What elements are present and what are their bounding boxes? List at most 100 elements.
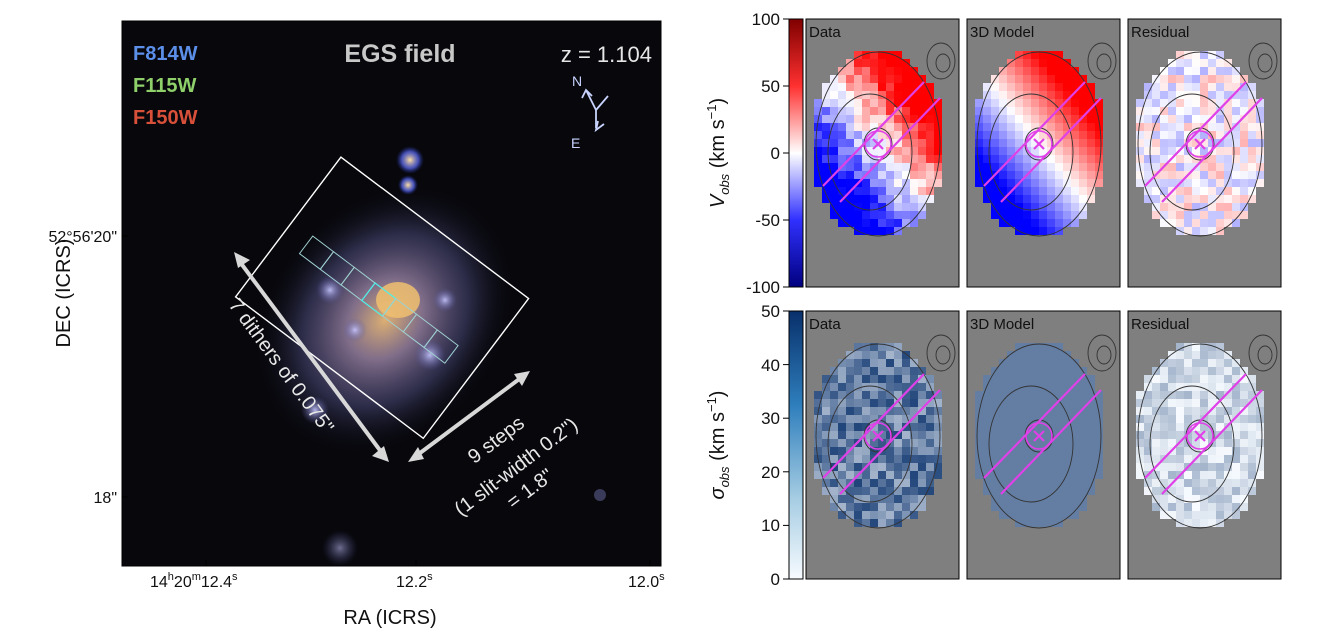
map-pixel — [1136, 139, 1144, 147]
map-pixel — [1055, 415, 1063, 423]
map-pixel — [846, 391, 854, 399]
map-pixel — [1168, 383, 1176, 391]
map-pixel — [854, 219, 862, 227]
map-pixel — [918, 139, 926, 147]
map-pixel — [1216, 471, 1224, 479]
map-pixel — [1015, 463, 1023, 471]
map-pixel — [814, 391, 822, 399]
companion-source — [398, 175, 418, 195]
map-pixel — [1232, 139, 1240, 147]
map-pixel — [918, 131, 926, 139]
map-pixel — [983, 155, 991, 163]
map-pixel — [1079, 431, 1087, 439]
map-pixel — [886, 375, 894, 383]
map-pixel — [1248, 91, 1256, 99]
map-pixel — [983, 123, 991, 131]
contour — [1149, 385, 1235, 503]
map-pixel — [1176, 431, 1184, 439]
map-pixel — [870, 431, 878, 439]
map-pixel — [1240, 455, 1248, 463]
map-pixel — [830, 439, 838, 447]
map-pixel — [1248, 163, 1256, 171]
map-pixel — [838, 211, 846, 219]
map-pixel — [1192, 407, 1200, 415]
map-pixel — [862, 91, 870, 99]
map-pixel — [910, 211, 918, 219]
map-pixel — [1007, 503, 1015, 511]
map-pixel — [1047, 139, 1055, 147]
map-pixel — [838, 131, 846, 139]
panel-title: 3D Model — [970, 316, 1034, 333]
map-pixel — [1007, 163, 1015, 171]
map-pixel — [1063, 187, 1071, 195]
map-pixel — [902, 479, 910, 487]
map-pixel — [1248, 391, 1256, 399]
map-pixel — [862, 219, 870, 227]
map-pixel — [1015, 511, 1023, 519]
map-pixel — [1095, 123, 1103, 131]
map-pixel — [918, 407, 926, 415]
map-pixel — [1216, 447, 1224, 455]
map-pixel — [1200, 375, 1208, 383]
map-pixel — [1184, 471, 1192, 479]
map-pixel — [1039, 391, 1047, 399]
map-pixel — [1224, 147, 1232, 155]
center-marker — [1033, 138, 1045, 150]
map-pixel — [991, 187, 999, 195]
map-pixel — [862, 391, 870, 399]
map-pixel — [1168, 179, 1176, 187]
x-tick-label-1: 14h20m12.4s — [150, 571, 238, 591]
map-pixel — [1208, 51, 1216, 59]
vel-tick: 0 — [771, 144, 780, 163]
map-pixel — [910, 195, 918, 203]
map-pixel — [878, 407, 886, 415]
map-pixel — [878, 59, 886, 67]
map-pixel — [1192, 391, 1200, 399]
map-pixel — [1031, 487, 1039, 495]
map-pixel — [1216, 83, 1224, 91]
map-pixel — [1055, 503, 1063, 511]
panel-title: Residual — [1131, 24, 1189, 41]
map-pixel — [975, 399, 983, 407]
map-pixel — [1023, 59, 1031, 67]
map-pixel — [854, 495, 862, 503]
map-pixel — [902, 171, 910, 179]
map-pixel — [854, 171, 862, 179]
map-pixel — [1007, 211, 1015, 219]
contour — [1087, 334, 1117, 372]
map-pixel — [1176, 495, 1184, 503]
map-pixel — [1015, 375, 1023, 383]
map-pixel — [1240, 383, 1248, 391]
map-pixel — [1200, 503, 1208, 511]
map-pixel — [910, 131, 918, 139]
map-pixel — [1168, 415, 1176, 423]
map-pixel — [999, 115, 1007, 123]
map-pixel — [1160, 367, 1168, 375]
map-pixel — [894, 179, 902, 187]
map-pixel — [1023, 91, 1031, 99]
map-pixel — [1176, 351, 1184, 359]
map-pixel — [1216, 487, 1224, 495]
map-pixel — [1087, 415, 1095, 423]
map-pixel — [1031, 195, 1039, 203]
map-pixel — [1160, 423, 1168, 431]
map-pixel — [1015, 479, 1023, 487]
map-pixel — [1007, 511, 1015, 519]
map-pixel — [1015, 115, 1023, 123]
map-pixel — [854, 375, 862, 383]
map-pixel — [1055, 495, 1063, 503]
map-pixel — [1023, 219, 1031, 227]
map-pixel — [886, 163, 894, 171]
map-pixel — [886, 139, 894, 147]
map-pixel — [1095, 399, 1103, 407]
map-pixel — [1031, 415, 1039, 423]
map-pixel — [1023, 227, 1031, 235]
map-pixel — [1055, 391, 1063, 399]
map-pixel — [878, 123, 886, 131]
map-pixel — [1079, 463, 1087, 471]
map-pixel — [1152, 83, 1160, 91]
map-pixel — [902, 447, 910, 455]
map-pixel — [878, 163, 886, 171]
image-ticks — [122, 235, 651, 566]
map-pixel — [1063, 399, 1071, 407]
